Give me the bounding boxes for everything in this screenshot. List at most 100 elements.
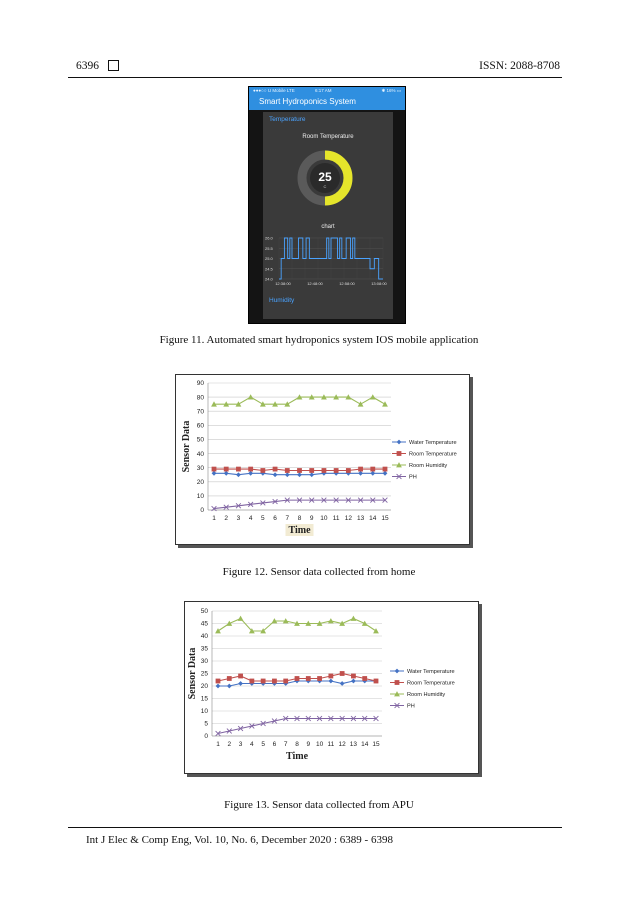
triangle-marker xyxy=(396,462,402,468)
x-marker xyxy=(249,723,255,729)
y-tick-label: 0 xyxy=(200,507,204,514)
x-marker xyxy=(350,715,357,722)
triangle-marker xyxy=(339,620,346,626)
triangle-marker xyxy=(327,618,334,624)
y-tick-label: 20 xyxy=(197,479,205,486)
x-tick-label: 8 xyxy=(295,741,299,748)
triangle-marker xyxy=(294,620,300,626)
x-tick-label: 5 xyxy=(261,515,265,522)
square-marker xyxy=(328,673,334,679)
x-marker xyxy=(260,500,266,506)
x-tick-label: 1 xyxy=(212,515,216,522)
square-marker xyxy=(333,468,339,473)
x-axis-title: Time xyxy=(288,525,311,536)
gauge-value: 25 xyxy=(318,170,332,184)
triangle-marker xyxy=(382,401,388,407)
x-marker xyxy=(294,715,300,722)
x-tick-label: 12 xyxy=(339,741,347,748)
y-tick-label: 70 xyxy=(197,408,205,415)
x-marker xyxy=(333,497,339,503)
square-marker xyxy=(283,678,289,684)
square-marker xyxy=(321,468,327,473)
x-tick-label: 13 xyxy=(357,515,365,522)
app-title: Smart Hydroponics System xyxy=(249,94,405,110)
triangle-marker xyxy=(373,628,379,634)
legend-label: Room Temperature xyxy=(409,452,457,458)
x-marker xyxy=(223,504,229,510)
triangle-marker xyxy=(357,401,364,407)
x-marker xyxy=(394,702,400,709)
triangle-marker xyxy=(333,394,340,400)
status-carrier: ●●●○○ U Mobile LTE xyxy=(253,88,295,93)
x-tick-label: 10 xyxy=(316,741,324,748)
temperature-gauge: 25 C xyxy=(297,150,353,206)
diamond-marker xyxy=(394,668,400,674)
x-tick-label: 11 xyxy=(327,741,334,748)
temperature-series-line xyxy=(279,237,383,280)
legend-label: Room Temperature xyxy=(407,681,455,687)
x-tick-label: 5 xyxy=(261,741,265,748)
square-marker xyxy=(305,676,311,681)
x-marker xyxy=(357,497,364,503)
y-tick-label: 15 xyxy=(201,696,209,703)
status-bar: ●●●○○ U Mobile LTE 6:17 AM ✱ 16% ▭ xyxy=(249,87,405,94)
x-marker xyxy=(211,505,217,512)
diamond-marker xyxy=(358,470,363,476)
x-marker xyxy=(296,497,303,503)
y-tick-label: 35 xyxy=(201,646,209,653)
x-tick-label: 9 xyxy=(310,515,314,522)
x-axis-title: Time xyxy=(286,751,309,762)
square-marker xyxy=(370,466,376,472)
x-tick-label: 13:08:00 xyxy=(371,281,387,286)
triangle-marker xyxy=(394,691,400,697)
x-tick-label: 7 xyxy=(284,741,288,748)
x-marker xyxy=(247,501,254,508)
square-marker xyxy=(345,468,351,473)
square-marker xyxy=(351,673,356,679)
y-tick-label: 25.5 xyxy=(265,246,274,251)
legend-label: Water Temperature xyxy=(409,440,457,446)
x-marker xyxy=(235,503,242,509)
diamond-marker xyxy=(211,470,217,476)
square-marker xyxy=(226,676,232,681)
x-marker xyxy=(271,718,278,724)
section-temperature: Temperature xyxy=(269,116,306,123)
diamond-marker xyxy=(339,681,345,686)
page-number: 6396 xyxy=(76,60,99,72)
temperature-chart: 26.0 25.5 25.0 24.5 24.012:38:00 12:48:00 12:5… xyxy=(265,236,388,287)
footer-rule xyxy=(68,827,562,828)
triangle-marker xyxy=(235,401,242,407)
y-tick-label: 24.5 xyxy=(265,266,274,271)
triangle-marker xyxy=(282,618,289,624)
square-marker xyxy=(294,676,300,681)
triangle-marker xyxy=(345,394,352,400)
square-marker xyxy=(394,680,400,685)
y-tick-label: 10 xyxy=(197,493,205,500)
y-tick-label: 45 xyxy=(201,621,209,628)
x-tick-label: 10 xyxy=(320,515,328,522)
x-tick-label: 9 xyxy=(306,741,310,748)
x-marker xyxy=(361,715,368,722)
diamond-marker xyxy=(236,472,241,478)
square-marker xyxy=(272,466,278,472)
y-tick-label: 50 xyxy=(197,437,205,444)
status-time: 6:17 AM xyxy=(315,88,332,93)
x-tick-label: 12:58:00 xyxy=(339,281,355,286)
y-axis-title: Sensor Data xyxy=(181,421,192,473)
legend-label: PH xyxy=(409,475,417,481)
square-marker xyxy=(358,466,363,472)
chart-frame xyxy=(175,374,470,545)
x-marker xyxy=(321,497,327,503)
x-tick-label: 7 xyxy=(285,515,289,522)
square-marker xyxy=(339,671,345,676)
figure11-caption: Figure 11. Automated smart hydroponics s… xyxy=(159,334,479,346)
diamond-marker xyxy=(248,470,254,476)
diamond-marker xyxy=(284,472,290,478)
triangle-marker xyxy=(296,394,303,400)
figure12: 0 10 20 30 40 50 60 70 80 90 1 2 3 4 5 6 7 8 9 10 11 12 13 14 15… xyxy=(175,374,473,548)
diamond-marker xyxy=(249,681,255,686)
triangle-marker xyxy=(305,620,312,626)
square-marker xyxy=(284,468,290,473)
square-marker xyxy=(272,678,277,684)
square-marker xyxy=(236,466,241,472)
